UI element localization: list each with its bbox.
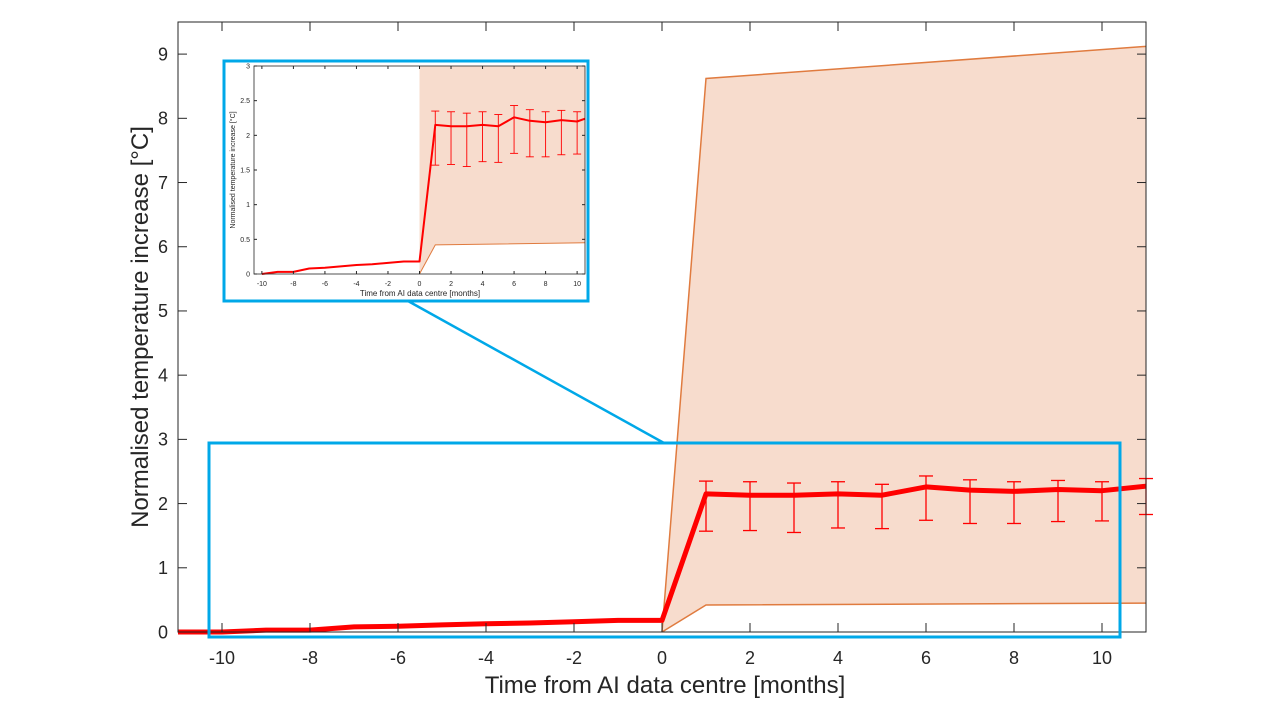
x-tick-label: 2 xyxy=(745,648,755,668)
x-tick-label: 4 xyxy=(833,648,843,668)
x-tick-label: -8 xyxy=(290,281,296,288)
y-tick-label: 3 xyxy=(158,430,168,450)
y-tick-label: 0 xyxy=(246,271,250,278)
inset-plot: -10 -8 -6 -4 -2 0 2 4 6 8 10 0 0.5 1 1.5 2 2.5 3 Time fr… xyxy=(222,59,590,303)
x-tick-label: -6 xyxy=(390,648,406,668)
y-tick-label: 8 xyxy=(158,109,168,129)
x-tick-label: -10 xyxy=(257,281,267,288)
y-tick-label: 2 xyxy=(246,133,250,140)
y-tick-label: 2 xyxy=(158,494,168,514)
inset-error-bars xyxy=(431,105,582,167)
x-tick-label: 6 xyxy=(921,648,931,668)
inset-series-line xyxy=(261,116,586,275)
main-error-bars xyxy=(699,475,1153,534)
x-tick-label: 0 xyxy=(657,648,667,668)
y-tick-label: 9 xyxy=(158,44,168,64)
main-y-axis-label: Normalised temperature increase [°C] xyxy=(127,126,154,528)
main-x-axis-label: Time from AI data centre [months] xyxy=(485,672,846,699)
x-tick-label: 10 xyxy=(573,281,581,288)
y-tick-label: 5 xyxy=(158,301,168,321)
x-tick-label: 2 xyxy=(449,281,453,288)
inset-uncertainty-band xyxy=(419,66,585,274)
x-tick-label: -10 xyxy=(209,648,235,668)
main-x-axis-ticks: -10 -8 -6 -4 -2 0 2 4 6 8 10 xyxy=(209,22,1112,668)
x-tick-label: 6 xyxy=(512,281,516,288)
zoom-connector-line xyxy=(407,299,665,445)
y-tick-label: 0.5 xyxy=(240,237,250,244)
x-tick-label: 8 xyxy=(544,281,548,288)
inset-y-axis-ticks: 0 0.5 1 1.5 2 2.5 3 xyxy=(240,63,585,278)
y-tick-label: 6 xyxy=(158,237,168,257)
x-tick-label: -2 xyxy=(566,648,582,668)
main-uncertainty-band xyxy=(662,46,1146,632)
x-tick-label: -6 xyxy=(322,281,328,288)
inset-x-axis-ticks: -10 -8 -6 -4 -2 0 2 4 6 8 10 xyxy=(257,66,581,288)
x-tick-label: -4 xyxy=(353,281,359,288)
inset-frame xyxy=(222,59,590,303)
x-tick-label: 0 xyxy=(418,281,422,288)
x-tick-label: -4 xyxy=(478,648,494,668)
x-tick-label: -8 xyxy=(302,648,318,668)
main-band-lower-edge xyxy=(661,602,1147,633)
y-tick-label: 4 xyxy=(158,365,168,385)
inset-x-axis-label: Time from AI data centre [months] xyxy=(360,289,480,298)
main-y-axis-ticks: 0 1 2 3 4 5 6 7 8 9 xyxy=(158,44,1146,642)
zoom-highlight-box xyxy=(207,441,1122,639)
main-series-line xyxy=(178,483,1147,635)
x-tick-label: -2 xyxy=(385,281,391,288)
y-tick-label: 0 xyxy=(158,622,168,642)
y-tick-label: 2.5 xyxy=(240,98,250,105)
main-band-upper-edge xyxy=(661,45,1147,633)
x-tick-label: 10 xyxy=(1092,648,1112,668)
x-tick-label: 4 xyxy=(481,281,485,288)
y-tick-label: 1.5 xyxy=(240,167,250,174)
y-tick-label: 3 xyxy=(246,63,250,70)
y-tick-label: 1 xyxy=(246,202,250,209)
y-tick-label: 1 xyxy=(158,558,168,578)
y-tick-label: 7 xyxy=(158,173,168,193)
inset-band-lower-edge xyxy=(419,242,586,275)
inset-y-axis-label: Normalised temperature increase [°C] xyxy=(229,111,237,228)
x-tick-label: 8 xyxy=(1009,648,1019,668)
